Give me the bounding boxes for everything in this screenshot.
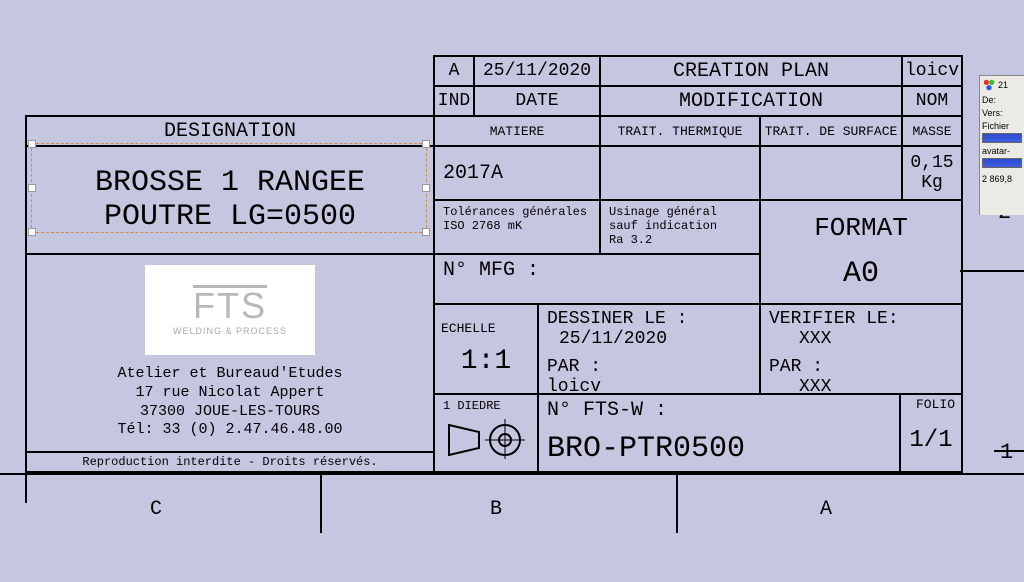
fts-w: N° FTS-W : BRO-PTR0500 [537, 393, 901, 473]
designation-value[interactable]: BROSSE 1 RANGEE POUTRE LG=0500 [25, 145, 435, 255]
format: FORMAT A0 [759, 199, 963, 305]
diedre: 1 DIEDRE [433, 393, 539, 473]
col-modif: MODIFICATION [599, 85, 903, 117]
first-angle-projection-icon [443, 415, 533, 459]
rev-desc: CREATION PLAN [599, 55, 903, 87]
frame-tick [676, 473, 678, 533]
col-nom: NOM [901, 85, 963, 117]
frame-tick [960, 270, 1024, 272]
floating-panel[interactable]: 21 De: Vers: Fichier avatar- 2 869,8 [979, 75, 1024, 215]
col-ind: IND [433, 85, 475, 117]
folio: FOLIO 1/1 [899, 393, 963, 473]
zone-c: C [150, 498, 162, 521]
masse-header: MASSE [901, 115, 963, 147]
tolerances: Tolérances générales ISO 2768 mK [433, 199, 601, 255]
rev-letter: A [433, 55, 475, 87]
col-date: DATE [473, 85, 601, 117]
app-icon [982, 78, 996, 92]
company-logo: FTS WELDING & PROCESS [145, 265, 315, 355]
matiere-value: 2017A [433, 145, 601, 201]
trait-surf-header: TRAIT. DE SURFACE [759, 115, 903, 147]
frame-hline [0, 473, 1024, 475]
frame-tick [25, 473, 27, 503]
verifier: VERIFIER LE: XXX PAR : XXX [759, 303, 963, 395]
designation-header: DESIGNATION [25, 115, 435, 147]
masse-value: 0,15 Kg [901, 145, 963, 201]
echelle: ECHELLE 1:1 [433, 303, 539, 395]
frame-tick [320, 473, 322, 533]
zone-b: B [490, 498, 502, 521]
company-block: FTS WELDING & PROCESS Atelier et Bureaud… [25, 253, 435, 453]
dessiner: DESSINER LE : 25/11/2020 PAR : loicv [537, 303, 761, 395]
matiere-header: MATIERE [433, 115, 601, 147]
usinage: Usinage général sauf indication Ra 3.2 [599, 199, 761, 255]
trait-surf-value [759, 145, 903, 201]
rev-by: loicv [901, 55, 963, 87]
trait-therm-header: TRAIT. THERMIQUE [599, 115, 761, 147]
zone-a: A [820, 498, 832, 521]
copyright: Reproduction interdite - Droits réservés… [25, 451, 435, 473]
zone-1: 1 [1000, 440, 1013, 465]
rev-date: 25/11/2020 [473, 55, 601, 87]
trait-therm-value [599, 145, 761, 201]
mfg: N° MFG : [433, 253, 761, 305]
